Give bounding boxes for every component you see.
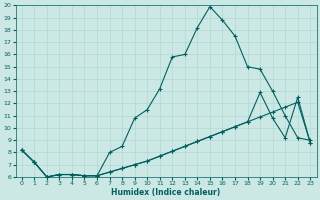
X-axis label: Humidex (Indice chaleur): Humidex (Indice chaleur) (111, 188, 221, 197)
